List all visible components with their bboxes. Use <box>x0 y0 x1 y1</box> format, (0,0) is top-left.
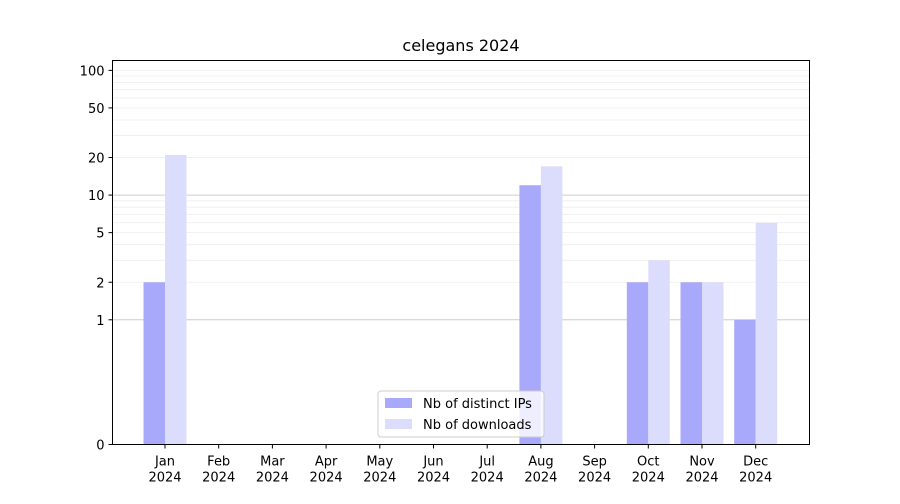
bar-downloads-aug <box>540 166 563 445</box>
x-tick-label-year: 2024 <box>685 471 718 486</box>
x-tick-label-month: Aug <box>528 455 553 470</box>
legend-label: Nb of downloads <box>423 418 532 433</box>
legend-box <box>377 390 545 438</box>
x-tick-label-month: Sep <box>582 455 607 470</box>
bar-ips-jan <box>143 282 165 445</box>
x-tick-label-year: 2024 <box>578 471 611 486</box>
y-tick-label: 2 <box>96 276 104 291</box>
x-tick-label-year: 2024 <box>256 471 289 486</box>
x-tick-label-month: Jul <box>478 455 495 470</box>
x-tick-label-month: Mar <box>260 455 285 470</box>
y-tick-label: 0 <box>96 439 104 454</box>
legend-label: Nb of distinct IPs <box>423 397 532 412</box>
x-tick-label-month: Feb <box>207 455 230 470</box>
x-tick-label-year: 2024 <box>202 471 235 486</box>
y-axis: 0 1 2 5 10 20 50 100 <box>80 64 113 454</box>
x-tick-label-month: Jun <box>422 455 443 470</box>
legend-swatch <box>385 398 412 408</box>
x-tick-label-year: 2024 <box>739 471 772 486</box>
x-tick-label-year: 2024 <box>417 471 450 486</box>
y-tick-label: 10 <box>88 189 105 204</box>
x-tick-label-year: 2024 <box>363 471 396 486</box>
x-tick-label-year: 2024 <box>632 471 665 486</box>
grid-lines <box>112 69 810 321</box>
y-tick-label: 50 <box>88 102 105 117</box>
bar-downloads-nov <box>702 282 724 445</box>
y-tick-label: 5 <box>96 227 104 242</box>
chart-title: celegans 2024 <box>402 36 519 55</box>
bar-ips-nov <box>680 282 702 445</box>
x-tick-label-month: Jan <box>154 455 175 470</box>
bar-downloads-oct <box>648 260 670 445</box>
x-tick-label-month: May <box>366 455 393 470</box>
y-tick-label: 1 <box>96 314 104 329</box>
x-tick-label-month: Dec <box>743 455 768 470</box>
bar-ips-aug <box>519 185 541 445</box>
x-tick-label-year: 2024 <box>310 471 343 486</box>
x-tick-label-month: Oct <box>637 455 659 470</box>
y-tick-label: 100 <box>80 64 105 79</box>
legend-swatch <box>385 419 412 429</box>
x-axis: Jan2024Feb2024Mar2024Apr2024May2024Jun20… <box>148 444 772 486</box>
x-tick-label-month: Nov <box>689 455 715 470</box>
y-tick-label: 20 <box>88 152 105 167</box>
x-tick-label-year: 2024 <box>524 471 557 486</box>
bar-downloads-dec <box>755 222 778 445</box>
x-tick-label-month: Apr <box>315 455 338 470</box>
bars <box>143 154 778 445</box>
bar-ips-dec <box>734 319 756 445</box>
x-tick-label-year: 2024 <box>471 471 504 486</box>
legend: Nb of distinct IPs Nb of downloads <box>377 390 545 438</box>
plot-frame <box>112 60 810 445</box>
bar-ips-oct <box>626 282 649 445</box>
x-tick-label-year: 2024 <box>148 471 181 486</box>
bar-downloads-jan <box>165 154 187 445</box>
